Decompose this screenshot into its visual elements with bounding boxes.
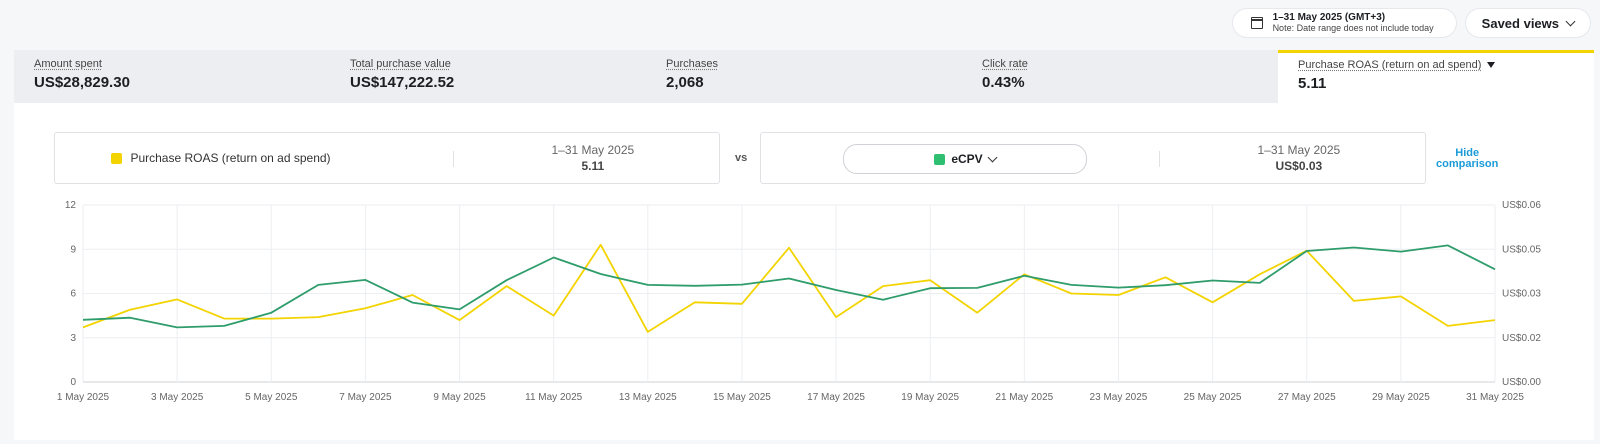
date-range-picker[interactable]: 1–31 May 2025 (GMT+3) Note: Date range d… [1232,9,1456,37]
metric-label: Purchases [666,58,718,70]
primary-metric-name: Purchase ROAS (return on ad spend) [130,151,331,165]
roas-series-line [82,243,1496,333]
primary-metric-range: 1–31 May 2025 [551,143,635,157]
y-left-tick-label: 6 [70,289,76,300]
yellow-swatch-icon [111,152,123,164]
x-tick-label: 23 May 2025 [1090,392,1148,403]
chart-ticks: 0 US$0.00 3 US$0.02 6 US$0.03 9 US$0.05 12 US$0.0… [57,200,1541,403]
secondary-metric-box: eCPV 1–31 May 2025 US$0.03 [760,132,1426,184]
metric-label: Total purchase value [350,58,451,70]
metric-value: US$147,222.52 [350,74,455,91]
y-left-tick-label: 0 [70,377,76,388]
comparison-metric-dropdown[interactable]: eCPV [843,144,1087,174]
date-range-label: 1–31 May 2025 (GMT+3) [1272,12,1386,23]
metric-value: 5.11 [1298,75,1327,92]
date-range-note: Note: Date range does not include today [1272,23,1434,33]
hide-comparison-line-1: Hide [1455,147,1480,159]
y-left-tick-label: 9 [70,244,76,255]
hide-comparison-link[interactable]: Hide comparison [1436,148,1498,170]
chevron-down-icon [1565,16,1576,26]
saved-views-button[interactable]: Saved views [1465,9,1590,37]
x-tick-label: 15 May 2025 [713,392,771,403]
x-tick-label: 17 May 2025 [807,392,865,403]
x-tick-label: 9 May 2025 [433,392,486,403]
saved-views-label: Saved views [1481,15,1559,31]
y-right-tick-label: US$0.06 [1502,200,1541,211]
x-tick-label: 5 May 2025 [245,392,298,403]
hide-comparison-line-2: comparison [1436,158,1499,170]
secondary-metric-range: 1–31 May 2025 [1257,143,1341,157]
metrics-tabs: Amount spent US$28,829.30 Total purchase… [14,50,1594,103]
metric-tab-purchase-roas[interactable]: Purchase ROAS (return on ad spend) 5.11 [1278,50,1594,103]
chart-grid [82,204,1496,383]
x-tick-label: 3 May 2025 [151,392,204,403]
x-tick-label: 7 May 2025 [339,392,392,403]
secondary-metric-name: eCPV [951,152,983,166]
x-tick-label: 27 May 2025 [1278,392,1336,403]
metric-tab-purchases[interactable]: Purchases 2,068 [646,50,962,103]
x-tick-label: 11 May 2025 [525,392,583,403]
chart-lines [82,243,1496,333]
metric-tab-amount-spent[interactable]: Amount spent US$28,829.30 [14,50,330,103]
calendar-icon [1250,17,1263,29]
y-right-tick-label: US$0.02 [1502,333,1541,344]
metric-label: Amount spent [34,58,102,70]
x-tick-label: 13 May 2025 [619,392,677,403]
metric-label: Purchase ROAS (return on ad spend) [1298,59,1482,71]
performance-panel: Amount spent US$28,829.30 Total purchase… [14,50,1594,440]
metric-tab-total-purchase-value[interactable]: Total purchase value US$147,222.52 [330,50,646,103]
y-left-tick-label: 3 [70,333,76,344]
x-tick-label: 19 May 2025 [901,392,959,403]
line-chart: 0 US$0.00 3 US$0.02 6 US$0.03 9 US$0.05 12 US$0.0… [57,200,1541,403]
x-tick-label: 1 May 2025 [57,392,110,403]
metric-value: 2,068 [666,74,704,91]
x-tick-label: 31 May 2025 [1466,392,1524,403]
ecpv-series-line [82,244,1496,329]
metric-value: US$28,829.30 [34,74,130,91]
y-right-tick-label: US$0.03 [1502,289,1541,300]
x-tick-label: 21 May 2025 [995,392,1053,403]
vs-label: vs [735,152,748,164]
x-tick-label: 25 May 2025 [1184,392,1242,403]
secondary-metric-value: US$0.03 [1275,159,1323,173]
metric-value: 0.43% [982,74,1025,91]
divider [1159,151,1161,167]
primary-metric-value: 5.11 [581,159,605,173]
y-right-tick-label: US$0.05 [1502,244,1541,255]
metric-tab-click-rate[interactable]: Click rate 0.43% [962,50,1278,103]
primary-metric-box: Purchase ROAS (return on ad spend) 1–31 … [54,132,720,184]
caret-down-icon[interactable] [1487,62,1496,68]
divider [453,151,455,167]
y-left-tick-label: 12 [65,200,77,211]
metric-label: Click rate [982,58,1028,70]
x-tick-label: 29 May 2025 [1372,392,1430,403]
y-right-tick-label: US$0.00 [1502,377,1541,388]
green-swatch-icon [934,153,946,165]
